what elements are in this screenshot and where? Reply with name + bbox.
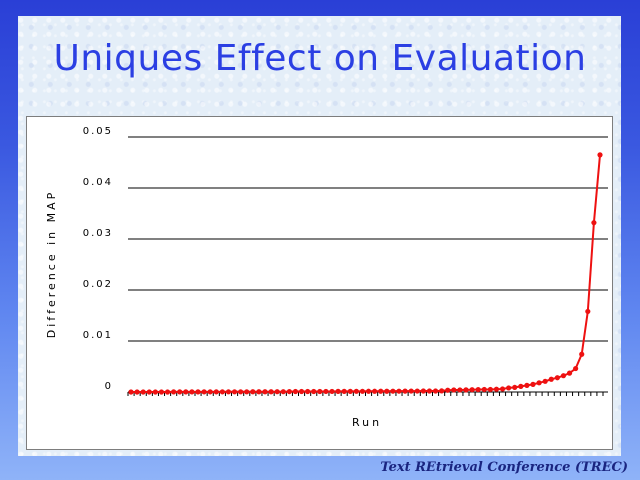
data-point <box>445 387 451 393</box>
data-point <box>298 388 305 395</box>
data-point <box>426 388 433 394</box>
data-point <box>341 388 347 394</box>
data-point <box>372 388 378 394</box>
data-point <box>499 386 506 392</box>
data-point <box>518 383 524 389</box>
data-point <box>378 388 384 394</box>
data-point <box>512 384 518 391</box>
data-point <box>231 389 238 395</box>
data-point <box>347 388 353 394</box>
data-point <box>536 380 542 386</box>
data-point <box>463 387 469 393</box>
data-point <box>219 389 225 395</box>
data-point <box>579 351 585 357</box>
slide-title: Uniques Effect on Evaluation <box>53 38 587 79</box>
data-point <box>140 389 146 395</box>
data-point <box>396 388 402 394</box>
data-point <box>554 375 560 381</box>
data-point <box>329 388 335 395</box>
data-point <box>238 389 244 395</box>
data-point <box>250 389 256 395</box>
data-point <box>353 388 359 394</box>
data-point <box>365 388 372 394</box>
data-point <box>256 389 262 395</box>
data-point <box>146 389 152 395</box>
data-point <box>402 388 408 394</box>
data-point <box>439 388 445 394</box>
data-point <box>585 308 591 315</box>
data-point <box>201 389 207 395</box>
data-point <box>311 388 317 395</box>
y-axis-title: Difference in MAP <box>45 190 58 339</box>
y-tick-label: 0.03 <box>83 228 113 239</box>
data-point <box>152 389 158 395</box>
data-point <box>591 220 597 226</box>
y-tick-label: 0.04 <box>83 177 113 188</box>
y-tick-label: 0.01 <box>83 330 113 341</box>
data-point <box>487 386 493 393</box>
data-point <box>359 388 366 394</box>
data-point <box>451 387 457 393</box>
chart-container: 0 0.01 0.02 0.03 0.04 0.05 Run Difference in MA… <box>26 116 613 450</box>
data-point <box>475 386 481 393</box>
data-point <box>280 389 286 395</box>
data-point <box>493 386 500 392</box>
data-point <box>268 389 274 395</box>
data-point <box>414 388 420 394</box>
data-point <box>573 365 579 372</box>
x-axis-title: Run <box>352 416 382 429</box>
data-point <box>225 389 232 395</box>
data-point <box>213 389 219 395</box>
line-chart: 0 0.01 0.02 0.03 0.04 0.05 Run Difference in MA… <box>45 126 608 429</box>
data-point <box>244 389 250 395</box>
data-point <box>469 387 475 393</box>
data-point <box>542 378 548 384</box>
data-point <box>597 152 603 158</box>
data-point <box>524 382 530 388</box>
data-point <box>457 387 463 393</box>
data-point <box>262 389 268 395</box>
y-tick-label: 0 <box>105 381 113 392</box>
data-point <box>408 388 414 394</box>
data-point <box>207 389 213 395</box>
y-tick-label: 0.02 <box>83 279 113 290</box>
data-point <box>134 389 140 395</box>
data-point <box>274 389 280 395</box>
data-point <box>384 388 390 394</box>
data-point <box>566 370 573 376</box>
data-point <box>189 389 195 395</box>
data-point <box>560 373 567 379</box>
data-point <box>177 389 183 395</box>
data-point <box>128 389 134 395</box>
data-point <box>548 376 554 382</box>
data-point <box>432 388 439 394</box>
data-point <box>530 381 536 387</box>
data-point <box>158 389 165 395</box>
data-point <box>164 389 171 395</box>
data-point <box>506 385 512 391</box>
data-point <box>171 389 177 395</box>
data-point <box>305 388 311 395</box>
data-point <box>390 388 396 394</box>
y-tick-label: 0.05 <box>83 126 113 137</box>
data-point <box>420 388 426 394</box>
series-line <box>131 154 601 393</box>
data-point <box>195 389 201 395</box>
data-point <box>335 388 341 394</box>
data-point <box>317 388 323 395</box>
data-point <box>292 388 299 395</box>
footer-text: Text REtrieval Conference (TREC) <box>380 460 628 475</box>
data-point <box>481 386 487 393</box>
data-point <box>183 389 189 395</box>
data-point <box>323 388 329 395</box>
data-point <box>286 388 292 395</box>
